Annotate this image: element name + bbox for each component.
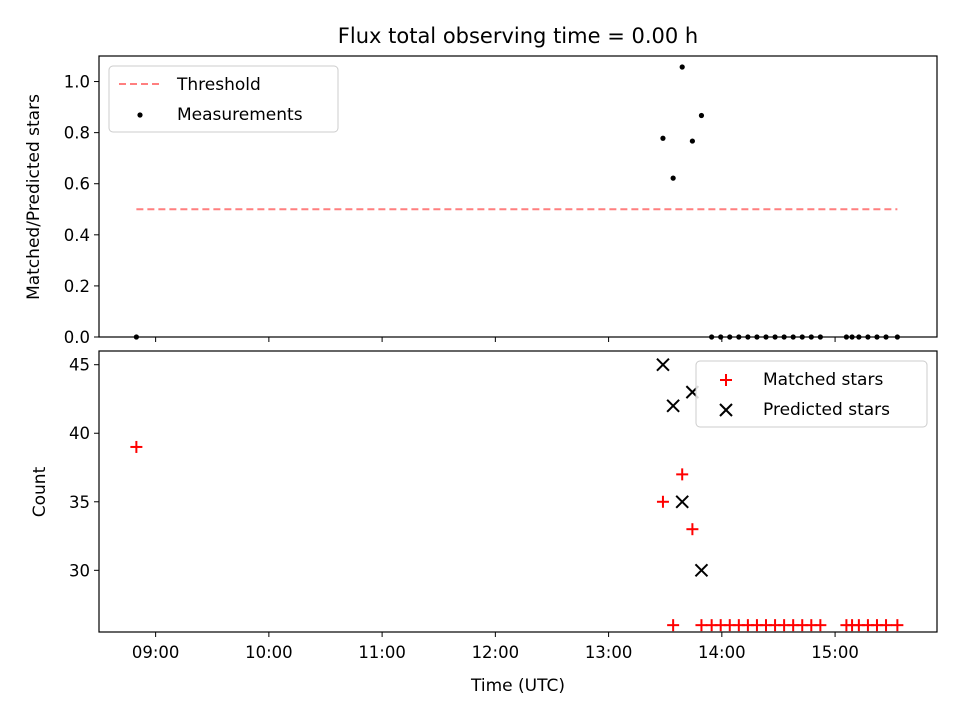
matched-stars-legend-swatch [720,374,732,386]
matched-star-point [880,619,893,632]
bottom-x-tick-label: 13:00 [585,643,633,662]
bottom-plot-area [130,358,904,632]
bottom-legend-box [695,360,928,428]
matched-star-point [695,619,708,632]
bottom-panel: Count Time (UTC) 30 35 40 45 09:00 10:00 11:0… [30,350,938,696]
measurement-point [679,64,685,70]
top-legend: Threshold Measurements [108,65,339,133]
top-y-axis-label: Matched/Predicted stars [24,94,44,300]
chart-title: Flux total observing time = 0.00 h [338,24,698,48]
predicted-star-point [666,399,680,413]
bottom-y-tick-label: 45 [69,356,90,375]
bottom-x-tick-label: 14:00 [698,643,746,662]
measurements-legend-swatch [137,112,143,118]
bottom-x-tick-label: 09:00 [132,643,180,662]
top-y-tick-label: 0.4 [64,226,90,245]
top-y-tick-label: 0.8 [64,124,90,143]
measurement-point [660,135,666,141]
bottom-x-ticks: 09:00 10:00 11:00 12:00 13:00 14:00 15:00 [132,632,859,662]
predicted-star-point [656,358,670,372]
bottom-y-tick-label: 40 [69,424,90,443]
top-legend-box [108,65,339,133]
predicted-star-point [694,563,709,578]
bottom-y-ticks: 30 35 40 45 [69,356,99,580]
top-axes-frame [98,55,938,338]
measurement-point [698,112,705,119]
matched-star-point [676,468,689,481]
top-y-ticks: 0.0 0.2 0.4 0.6 0.8 1.0 [64,73,99,347]
matched-stars-legend-label: Matched stars [763,370,883,390]
bottom-x-tick-label: 15:00 [811,643,859,662]
top-panel: Flux total observing time = 0.00 h Match… [24,24,938,347]
bottom-x-tick-label: 12:00 [472,643,520,662]
matched-star-point [814,619,827,632]
matched-star-point [667,619,680,632]
bottom-y-tick-label: 35 [69,493,90,512]
predicted-star-point [675,495,689,509]
bottom-x-tick-label: 10:00 [245,643,293,662]
predicted-stars-legend-swatch [719,403,733,417]
predicted-stars-legend-label: Predicted stars [763,400,890,420]
bottom-axes-frame [98,350,938,633]
bottom-x-axis-label: Time (UTC) [470,676,565,696]
bottom-legend: Matched stars Predicted stars [695,360,928,428]
matched-star-point [656,495,669,508]
matched-star-point [891,619,904,632]
bottom-y-axis-label: Count [30,466,50,517]
threshold-legend-label: Threshold [176,75,261,95]
top-y-tick-label: 0.0 [64,328,90,347]
top-y-tick-label: 1.0 [64,73,90,92]
bottom-x-tick-label: 11:00 [358,643,406,662]
measurements-legend-label: Measurements [177,105,303,125]
top-y-tick-label: 0.2 [64,277,90,296]
matched-star-point [686,523,699,536]
top-x-ticks [155,337,836,342]
measurement-point [670,175,676,181]
bottom-y-tick-label: 30 [69,561,90,580]
top-y-tick-label: 0.6 [64,175,90,194]
measurement-point [689,138,695,144]
matched-star-point [130,440,143,453]
